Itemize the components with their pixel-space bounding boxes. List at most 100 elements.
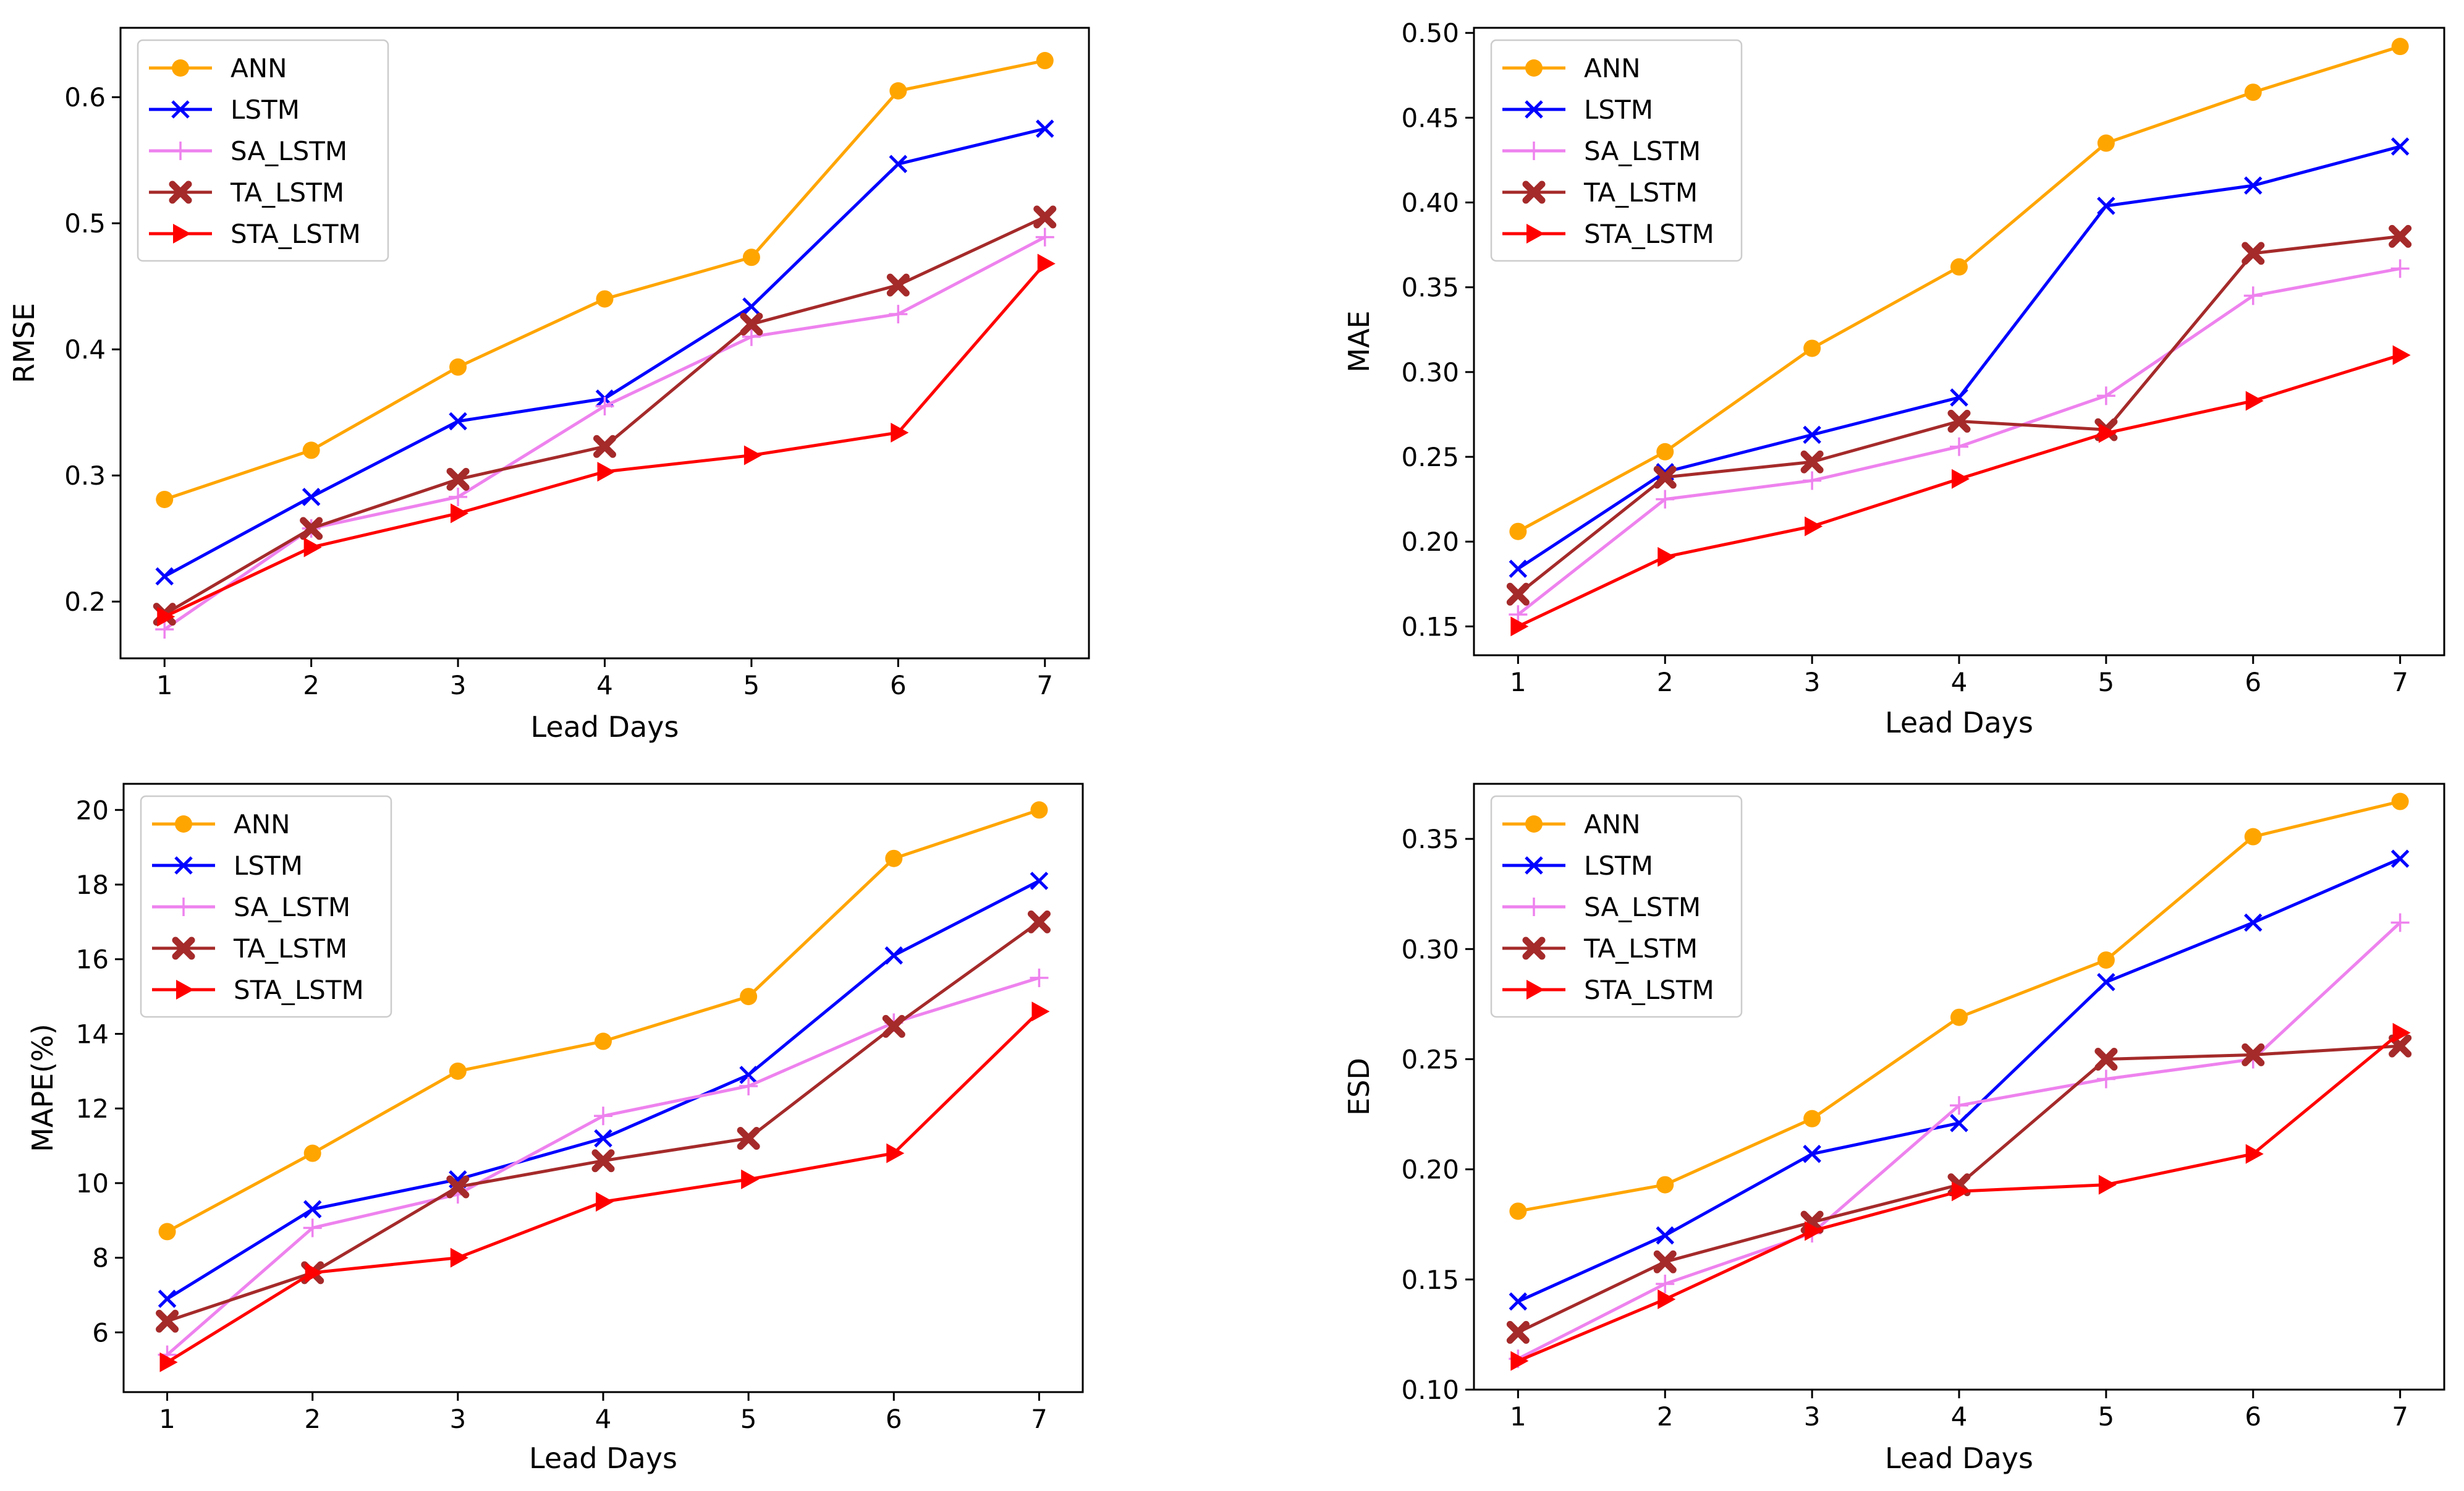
data-point-sta-lstm: [159, 1352, 178, 1372]
data-point-lstm: [449, 412, 467, 431]
data-point-ta-lstm: [1653, 465, 1677, 489]
data-point-lstm: [2097, 197, 2115, 215]
y-tick-label: 0.45: [1401, 103, 1459, 133]
data-point-lstm: [1803, 1144, 1821, 1163]
data-point-sta-lstm: [450, 1247, 468, 1268]
series-sta-lstm: [157, 253, 1056, 627]
data-point-ta-lstm: [591, 1149, 615, 1173]
y-tick-label: 0.20: [1401, 1155, 1459, 1185]
y-tick-label: 8: [92, 1243, 109, 1273]
data-point-ta-lstm: [2094, 1047, 2118, 1071]
data-point-ann: [2244, 83, 2262, 101]
data-point-sa-lstm: [2243, 286, 2263, 305]
data-point-lstm: [1950, 388, 1968, 407]
data-point-ta-lstm: [886, 273, 910, 297]
legend-marker-ta-lstm: [169, 181, 192, 204]
data-point-sa-lstm: [449, 487, 468, 506]
data-point-sta-lstm: [1805, 1221, 1823, 1241]
data-point-ta-lstm: [2242, 242, 2265, 265]
legend-marker-sa-lstm: [174, 898, 193, 916]
data-point-ann: [596, 290, 614, 308]
data-point-ta-lstm: [2242, 1043, 2265, 1066]
y-tick-label: 0.2: [64, 587, 106, 617]
data-point-sta-lstm: [1510, 1351, 1529, 1371]
y-tick-label: 0.30: [1401, 934, 1459, 964]
data-point-ta-lstm: [1033, 205, 1057, 229]
data-point-sa-lstm: [1656, 490, 1675, 509]
data-point-ta-lstm: [446, 1175, 470, 1199]
data-point-sta-lstm: [2098, 1175, 2117, 1195]
data-point-lstm: [302, 488, 321, 506]
y-tick-label: 0.25: [1401, 1044, 1459, 1074]
series-lstm: [158, 872, 1049, 1308]
data-point-sta-lstm: [1657, 1289, 1676, 1309]
y-tick-label: 12: [76, 1094, 109, 1124]
data-point-sta-lstm: [886, 1143, 905, 1163]
legend-label-sa-lstm: SA_LSTM: [1584, 136, 1701, 166]
series-sta-lstm: [159, 1001, 1050, 1372]
legend-label-sta-lstm: STA_LSTM: [234, 975, 364, 1005]
x-tick-label: 2: [1657, 667, 1674, 697]
data-point-ann: [1036, 52, 1054, 70]
data-point-lstm: [2243, 176, 2263, 195]
data-point-sta-lstm: [596, 1192, 614, 1212]
data-point-ta-lstm: [1506, 1320, 1530, 1344]
data-point-sa-lstm: [742, 327, 761, 346]
data-point-ta-lstm: [1947, 409, 1971, 433]
y-tick-label: 0.35: [1401, 273, 1459, 303]
data-point-ta-lstm: [882, 1014, 905, 1038]
x-tick-label: 2: [304, 1404, 321, 1434]
legend-box: [137, 39, 389, 262]
legend-marker-sa-lstm: [1525, 898, 1543, 916]
data-point-ann: [1509, 522, 1527, 540]
x-axis-title: Lead Days: [531, 710, 679, 744]
data-point-ta-lstm: [1506, 582, 1530, 606]
data-point-lstm: [1036, 119, 1054, 138]
data-point-sa-lstm: [1950, 1096, 1968, 1115]
y-tick-label: 0.50: [1401, 18, 1459, 48]
x-tick-label: 4: [1951, 1401, 1968, 1432]
y-tick-label: 18: [76, 870, 109, 900]
data-point-lstm: [742, 297, 761, 316]
y-tick-label: 0.6: [64, 82, 106, 113]
data-point-sta-lstm: [1657, 546, 1676, 567]
x-tick-label: 1: [156, 670, 173, 700]
data-point-sa-lstm: [739, 1076, 758, 1095]
data-point-sta-lstm: [741, 1169, 760, 1189]
legend-label-ann: ANN: [231, 53, 287, 83]
data-point-lstm: [158, 1289, 177, 1308]
data-point-sta-lstm: [303, 537, 322, 558]
data-point-sta-lstm: [2098, 423, 2117, 443]
data-point-sa-lstm: [2390, 259, 2410, 278]
y-tick-label: 0.4: [64, 334, 106, 365]
data-point-sta-lstm: [1952, 469, 1970, 489]
legend-label-ann: ANN: [1584, 53, 1641, 83]
data-point-lstm: [594, 1129, 612, 1148]
data-point-ann: [740, 988, 758, 1006]
data-point-ta-lstm: [446, 467, 470, 491]
data-point-lstm: [1950, 1114, 1968, 1132]
data-point-sta-lstm: [157, 606, 176, 627]
data-point-ann: [2097, 951, 2115, 969]
data-point-lstm: [884, 946, 904, 965]
data-point-sta-lstm: [2392, 1022, 2411, 1043]
data-point-ann: [2097, 134, 2115, 152]
series-ta-lstm: [1506, 224, 2412, 606]
data-point-sta-lstm: [597, 462, 616, 482]
x-tick-label: 6: [890, 670, 907, 700]
y-axis-title: MAE: [1342, 310, 1376, 372]
data-point-ann: [2244, 828, 2262, 846]
legend: ANN LSTM SA_LSTM TA_LSTM STA_LSTM: [1490, 39, 1743, 262]
legend-marker-ann: [172, 59, 189, 77]
x-tick-label: 4: [595, 1404, 612, 1434]
y-tick-label: 0.10: [1401, 1375, 1459, 1405]
data-point-sa-lstm: [1030, 968, 1049, 987]
data-point-lstm: [2390, 849, 2410, 868]
legend-marker-sta-lstm: [1526, 980, 1544, 1000]
legend-marker-ann: [1525, 815, 1543, 833]
legend-marker-sta-lstm: [176, 980, 194, 1000]
x-tick-label: 1: [1510, 667, 1526, 697]
legend-label-lstm: LSTM: [1584, 95, 1653, 125]
legend-label-lstm: LSTM: [1584, 851, 1653, 881]
x-axis-title: Lead Days: [529, 1442, 677, 1475]
